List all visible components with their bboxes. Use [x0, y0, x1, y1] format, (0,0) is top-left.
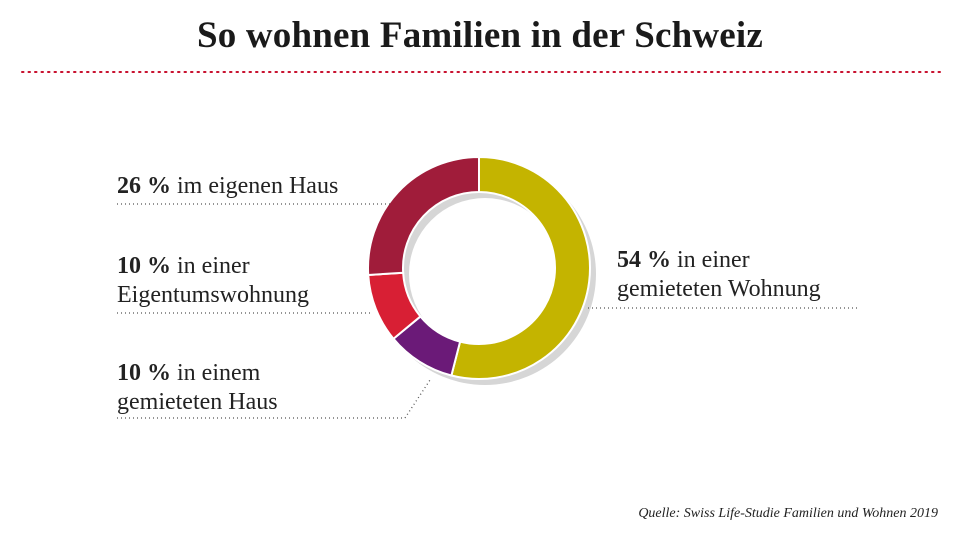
data-label-text: in einem — [177, 360, 261, 386]
data-label-eigentumswohnung: 10 % in einer Eigentumswohnung — [117, 252, 309, 310]
source-note: Quelle: Swiss Life-Studie Familien und W… — [638, 506, 938, 521]
data-label-text: in einer — [677, 247, 750, 273]
data-label-gemietetes-haus: 10 % in einem gemieteten Haus — [117, 359, 278, 417]
data-label-gemietete-wohnung: 54 % in einer gemieteten Wohnung — [617, 246, 821, 304]
data-label-text: in einer — [177, 253, 250, 279]
data-label-value: 54 % — [617, 247, 671, 273]
data-label-text: gemieteten Wohnung — [617, 276, 821, 302]
data-label-value: 10 % — [117, 253, 171, 279]
data-label-eigenes-haus: 26 % im eigenen Haus — [117, 172, 338, 201]
donut-slice-3 — [367, 155, 480, 277]
data-label-text: Eigentumswohnung — [117, 282, 309, 308]
chart-title: So wohnen Familien in der Schweiz — [196, 15, 764, 56]
data-label-text: im eigenen Haus — [177, 173, 339, 199]
data-label-value: 10 % — [117, 360, 171, 386]
data-label-value: 26 % — [117, 173, 171, 199]
data-label-text: gemieteten Haus — [117, 389, 278, 415]
donut-slice-0 — [450, 155, 591, 380]
leader-line-gemietetes-haus — [117, 379, 431, 419]
